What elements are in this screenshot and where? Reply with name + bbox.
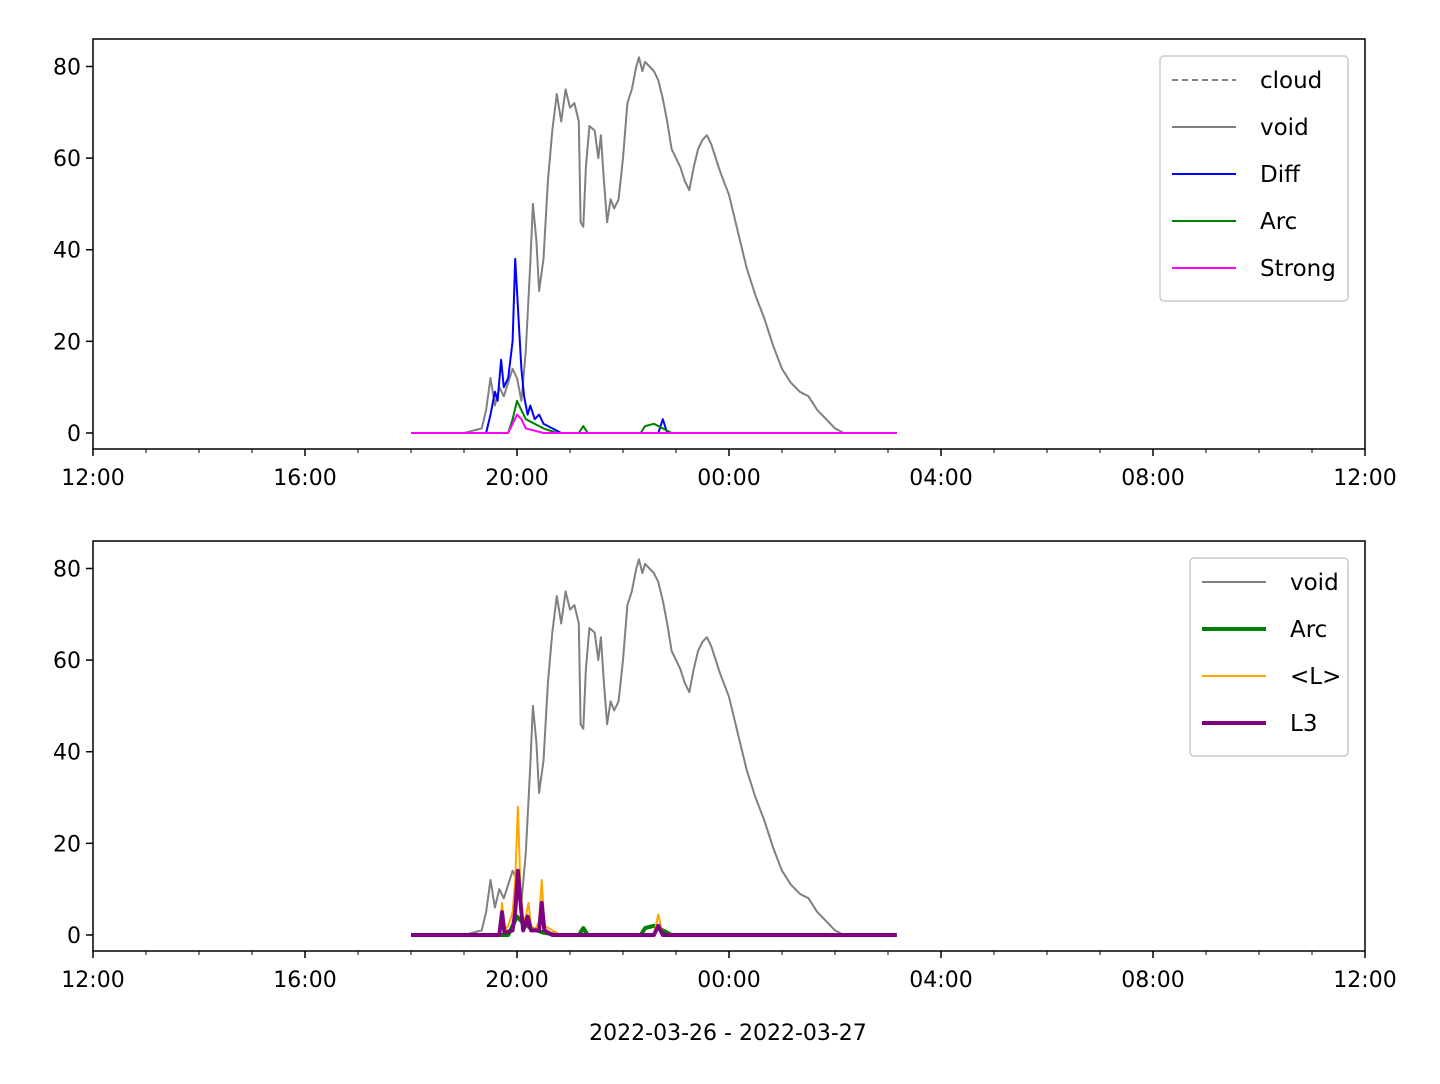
legend-label: Diff	[1260, 162, 1301, 188]
axes-frame	[92, 540, 1366, 952]
x-tick-label: 12:00	[61, 968, 124, 993]
x-tick-label: 12:00	[1333, 466, 1396, 491]
legend-box	[1159, 55, 1349, 302]
plot-area	[411, 558, 897, 937]
y-tick-label: 80	[53, 55, 81, 80]
y-tick-label: 20	[53, 832, 81, 857]
series-line-void	[411, 56, 897, 434]
legend-box	[1189, 557, 1349, 757]
legend-label: L3	[1290, 711, 1317, 737]
x-tick-label: 12:00	[1333, 968, 1396, 993]
y-tick-label: 40	[53, 239, 81, 264]
y-tick-label: 0	[67, 422, 81, 447]
series-line-diff	[411, 257, 897, 434]
legend-label: Strong	[1260, 256, 1336, 282]
x-tick-label: 12:00	[61, 466, 124, 491]
plot-area	[411, 56, 897, 434]
x-tick-label: 20:00	[485, 466, 548, 491]
y-tick-label: 20	[53, 330, 81, 355]
legend-label: cloud	[1260, 68, 1322, 94]
x-tick-label: 00:00	[697, 466, 760, 491]
y-tick-label: 80	[53, 557, 81, 582]
x-axis-label: 2022-03-26 - 2022-03-27	[589, 1021, 867, 1046]
x-tick-label: 16:00	[273, 466, 336, 491]
legend-label: void	[1260, 115, 1309, 141]
y-tick-label: 0	[67, 924, 81, 949]
y-tick-label: 40	[53, 741, 81, 766]
x-tick-label: 20:00	[485, 968, 548, 993]
legend: void Arc <L> L3	[1189, 557, 1349, 757]
x-tick-label: 08:00	[1121, 466, 1184, 491]
x-tick-label: 08:00	[1121, 968, 1184, 993]
legend-label: Arc	[1260, 209, 1297, 235]
legend-label: void	[1290, 570, 1339, 596]
series-line-l3	[411, 868, 897, 937]
series-line-l	[411, 805, 897, 936]
legend-label: <L>	[1290, 664, 1341, 690]
top-panel: 0 20 40 60 80 12:00 16:00 20:00 00:00 04:00 08:00 1…	[53, 38, 1397, 491]
series-line-void	[411, 558, 897, 936]
series-line-strong	[411, 413, 897, 434]
x-tick-label: 04:00	[909, 466, 972, 491]
bottom-panel: 0 20 40 60 80 12:00 16:00 20:00 00:00 04:00 08:00 1…	[53, 540, 1397, 993]
x-tick-label: 16:00	[273, 968, 336, 993]
y-tick-label: 60	[53, 147, 81, 172]
legend: cloud void Diff Arc Strong	[1159, 55, 1349, 302]
legend-label: Arc	[1290, 617, 1327, 643]
x-tick-label: 00:00	[697, 968, 760, 993]
x-tick-label: 04:00	[909, 968, 972, 993]
y-tick-label: 60	[53, 649, 81, 674]
